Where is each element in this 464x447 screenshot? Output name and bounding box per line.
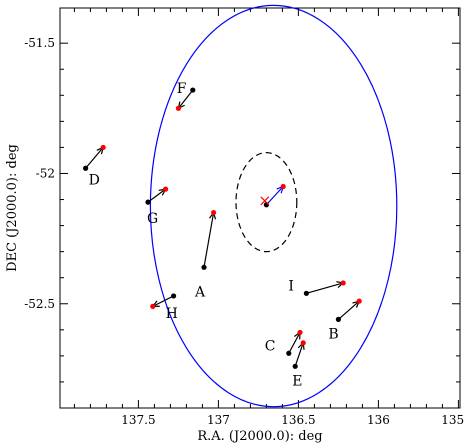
source-label-d: D	[89, 172, 100, 188]
x-tick-label: 137	[207, 413, 230, 427]
source-h-arrow-shaft	[152, 295, 174, 307]
source-b-end	[356, 298, 362, 304]
source-c-arrow-shaft	[288, 332, 301, 354]
source-b-arrow-shaft	[338, 300, 360, 320]
source-c-start	[286, 350, 292, 356]
source-f-start	[190, 87, 196, 93]
y-axis-title: DEC (J2000.0): deg	[5, 144, 20, 272]
source-label-e: E	[292, 373, 302, 389]
source-h-end	[150, 303, 156, 309]
source-g-arrow-shaft	[147, 188, 166, 203]
center-end-point	[280, 183, 286, 190]
y-tick-label: -52.5	[24, 297, 55, 311]
source-h-start	[171, 293, 177, 299]
x-tick-label: 135.5	[441, 413, 464, 427]
source-g-end	[163, 186, 169, 192]
source-g-start	[145, 199, 151, 205]
y-tick-label: -51.5	[24, 36, 55, 50]
source-c-end	[297, 329, 303, 336]
source-vectors: F D G A I B H C E	[83, 81, 362, 389]
source-d-start	[83, 165, 89, 171]
plot-frame	[59, 7, 461, 409]
outer-field-circle	[149, 4, 398, 408]
source-a-end	[211, 209, 217, 216]
x-tick-label: 136.5	[281, 413, 315, 427]
source-e-end	[300, 340, 306, 346]
x-tick-label: 137.5	[121, 413, 155, 427]
source-label-b: B	[328, 326, 338, 342]
source-i-arrow-shaft	[306, 282, 344, 294]
source-label-a: A	[194, 284, 206, 300]
axes: 137.5 137 136.5 136 135.5 -51.5 -52 -52.5	[24, 8, 464, 427]
center-vector-shaft	[265, 186, 284, 206]
source-e-arrow-shaft	[294, 342, 304, 367]
source-a-arrow-shaft	[203, 212, 215, 268]
x-tick-label: 136	[367, 413, 390, 427]
source-label-c: C	[265, 338, 276, 354]
inner-dashed-circle	[235, 152, 298, 253]
y-tick-label: -52	[36, 166, 55, 180]
source-label-g: G	[147, 211, 158, 227]
source-e-start	[292, 363, 298, 369]
x-axis-title: R.A. (J2000.0): deg	[197, 429, 322, 444]
source-i-end	[340, 280, 346, 286]
source-d-arrow-shaft	[85, 147, 104, 169]
source-a-start	[201, 264, 207, 270]
source-f-arrow-shaft	[177, 89, 194, 109]
source-f-end	[175, 105, 181, 111]
source-label-h: H	[166, 306, 178, 322]
source-label-f: F	[177, 81, 187, 97]
source-d-end	[100, 144, 106, 151]
center-cross-b	[260, 196, 270, 206]
source-i-start	[303, 290, 309, 296]
field-circles	[149, 4, 398, 408]
plot-area	[59, 7, 461, 409]
source-label-i: I	[288, 278, 294, 294]
source-b-start	[335, 316, 341, 323]
